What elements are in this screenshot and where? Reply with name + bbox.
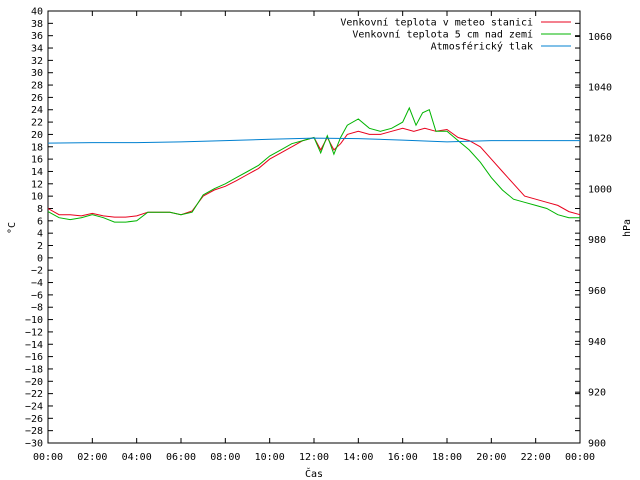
y-axis-right: 900 920 940 960 980 1000 1020 1040 1060 [575,32,612,450]
x-tick-label: 20:00 [476,452,506,463]
x-tick-label: 00:00 [33,452,63,463]
y-tick-label-left: 4 [37,229,43,240]
y-tick-label-left: 12 [31,179,43,190]
y-tick-label-left: 6 [37,216,43,227]
x-axis-title: Čas [305,467,323,480]
series-layer [47,106,581,223]
y-axis-left: −30−28−26−24−22−20−18−16−14−12−10−8−6−4−… [25,7,580,450]
legend-label-1: Venkovní teplota v meteo stanici [340,17,533,29]
series-line-3 [47,137,580,144]
y-tick-label-right: 960 [588,286,606,297]
y-tick-label-left: 20 [31,130,43,141]
x-tick-label: 16:00 [388,452,418,463]
x-tick-label: 08:00 [210,452,240,463]
y-tick-label-left: −12 [25,327,43,338]
x-tick-label: 00:00 [565,452,595,463]
y-tick-label-left: −24 [25,401,43,412]
y-tick-label-left: 32 [31,56,43,67]
y-tick-label-left: −16 [25,352,43,363]
y-tick-label-left: −30 [25,439,43,450]
y-tick-label-left: 0 [37,253,43,264]
y-axis-title-left: °C [7,222,18,234]
plot-area-frame [47,10,581,444]
y-tick-label-left: −2 [31,266,43,277]
y-tick-label-left: −14 [25,340,43,351]
x-axis: 00:00 02:00 04:00 06:00 08:00 10:00 12:00 14:00… [33,11,595,463]
y-tick-label-left: 10 [31,192,43,203]
y-tick-label-left: 28 [31,81,43,92]
y-tick-label-left: 30 [31,68,43,79]
y-tick-label-left: −20 [25,377,43,388]
y-tick-label-left: 18 [31,142,43,153]
y-tick-label-right: 1000 [588,184,612,195]
y-tick-label-left: 34 [31,44,43,55]
x-tick-label: 04:00 [122,452,152,463]
y-tick-label-left: 22 [31,118,43,129]
series-line-1 [47,127,581,218]
y-tick-label-left: −6 [31,290,43,301]
x-tick-label: 02:00 [77,452,107,463]
y-tick-label-left: 36 [31,31,43,42]
y-tick-label-left: 26 [31,93,43,104]
x-tick-label: 22:00 [521,452,551,463]
legend-label-2: Venkovní teplota 5 cm nad zemí [352,29,533,41]
y-tick-label-right: 1020 [588,134,612,145]
x-tick-label: 18:00 [432,452,462,463]
y-tick-label-left: 38 [31,19,43,30]
legend: Venkovní teplota v meteo staniciVenkovní… [340,17,571,53]
series-line-2 [47,106,580,223]
y-tick-label-left: −26 [25,414,43,425]
y-tick-label-left: 16 [31,155,43,166]
x-tick-label: 12:00 [299,452,329,463]
y-tick-label-left: 40 [31,7,43,18]
y-tick-label-right: 920 [588,388,606,399]
y-tick-label-left: −18 [25,364,43,375]
y-tick-label-right: 1040 [588,83,612,94]
y-tick-label-left: −8 [31,303,43,314]
y-tick-label-left: 24 [31,105,43,116]
y-tick-label-left: −4 [31,278,43,289]
x-tick-label: 10:00 [255,452,285,463]
y-tick-label-left: 2 [37,241,43,252]
x-tick-label: 06:00 [166,452,196,463]
y-tick-label-right: 1060 [588,32,612,43]
y-tick-label-left: −10 [25,315,43,326]
y-tick-label-left: 8 [37,204,43,215]
y-tick-label-right: 940 [588,337,606,348]
y-axis-title-right: hPa [622,219,633,237]
y-tick-label-left: 14 [31,167,43,178]
y-tick-label-left: −22 [25,389,43,400]
y-tick-label-right: 900 [588,439,606,450]
y-tick-label-right: 980 [588,235,606,246]
y-tick-label-left: −28 [25,426,43,437]
x-tick-label: 14:00 [343,452,373,463]
legend-label-3: Atmosférický tlak [431,41,533,53]
